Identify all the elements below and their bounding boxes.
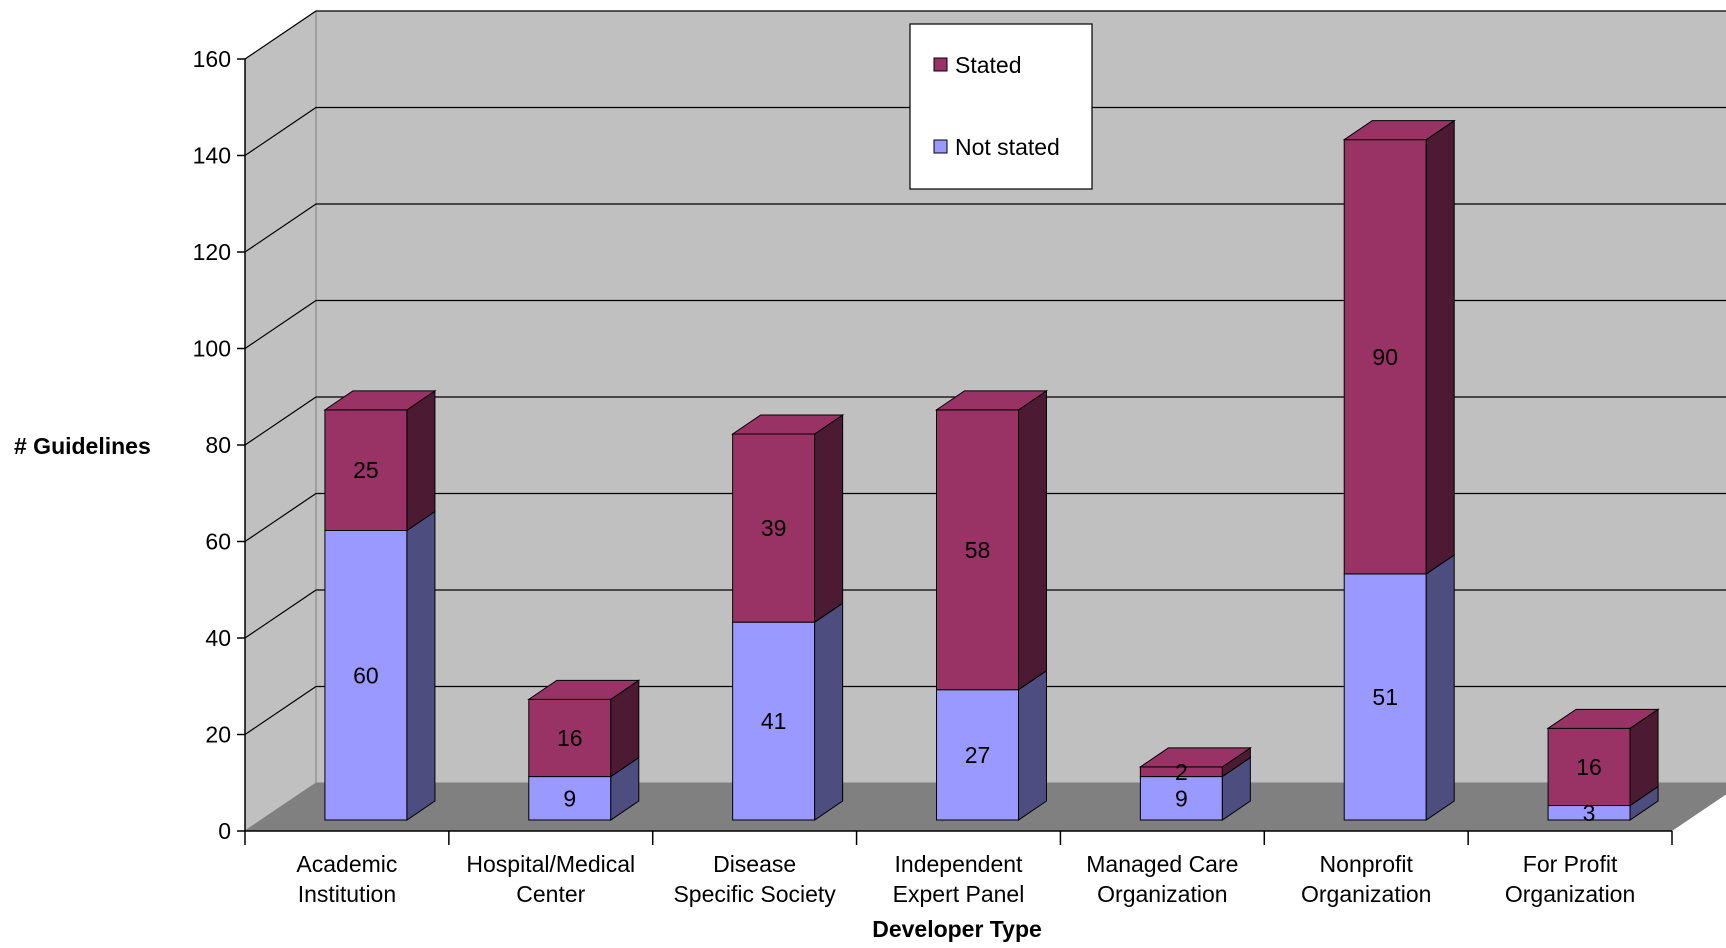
bar-disease-specific-society-stated bbox=[732, 433, 816, 623]
bar-hospital-medical-center-not-stated bbox=[528, 776, 612, 821]
gridline bbox=[244, 685, 1726, 735]
axes: 0 20 40 60 80 100 120 140 160 Academic Institution… bbox=[193, 46, 1673, 907]
gridline bbox=[244, 299, 1726, 349]
bar-top-for-profit-organization bbox=[1546, 708, 1660, 729]
legend-box bbox=[909, 23, 1093, 190]
gridline bbox=[244, 10, 1726, 60]
gridline bbox=[244, 492, 1726, 542]
category-label-nonprofit-organization: Organization bbox=[1301, 881, 1431, 907]
bar-managed-care-organization-not-stated bbox=[1139, 776, 1223, 821]
data-label-managed-care-organization-not-stated: 9 bbox=[1175, 785, 1188, 811]
bar-side-academic-institution-not-stated bbox=[406, 510, 436, 821]
legend-swatch-not-stated bbox=[933, 139, 948, 154]
bar-side-independent-expert-panel-stated bbox=[1018, 389, 1047, 691]
category-label-managed-care-organization: Managed Care bbox=[1086, 851, 1238, 877]
bar-side-nonprofit-organization-not-stated bbox=[1425, 553, 1455, 821]
y-tick-label: 40 bbox=[205, 625, 231, 651]
category-label-for-profit-organization: For Profit bbox=[1523, 851, 1618, 877]
bar-independent-expert-panel-not-stated bbox=[936, 689, 1019, 821]
data-label-for-profit-organization-not-stated: 3 bbox=[1583, 800, 1596, 826]
bar-top-hospital-medical-center bbox=[527, 679, 641, 700]
data-label-hospital-medical-center-not-stated: 9 bbox=[563, 785, 576, 811]
gridline bbox=[244, 396, 1726, 446]
gridline bbox=[244, 203, 1726, 253]
category-label-disease-specific-society: Specific Society bbox=[673, 881, 836, 907]
bar-for-profit-organization-stated bbox=[1547, 727, 1631, 807]
bar-hospital-medical-center-stated bbox=[528, 698, 612, 778]
bar-top-academic-institution bbox=[323, 390, 437, 411]
bar-top-nonprofit-organization bbox=[1342, 120, 1456, 141]
legend-label-stated: Stated bbox=[955, 52, 1022, 78]
bar-side-disease-specific-society-stated bbox=[814, 414, 844, 624]
data-label-independent-expert-panel-not-stated: 27 bbox=[965, 742, 991, 768]
bars bbox=[323, 119, 1660, 821]
gridline bbox=[244, 589, 1726, 639]
bar-top-managed-care-organization bbox=[1138, 747, 1252, 768]
data-label-disease-specific-society-not-stated: 41 bbox=[761, 708, 787, 734]
bar-side-nonprofit-organization-stated bbox=[1425, 119, 1455, 575]
category-label-for-profit-organization: Organization bbox=[1505, 881, 1635, 907]
category-label-independent-expert-panel: Independent bbox=[895, 851, 1024, 877]
legend-label-not-stated: Not stated bbox=[955, 134, 1060, 160]
data-label-academic-institution-not-stated: 60 bbox=[353, 662, 379, 688]
y-tick-label: 80 bbox=[205, 432, 231, 458]
data-label-for-profit-organization-stated: 16 bbox=[1576, 754, 1602, 780]
category-label-academic-institution: Academic bbox=[296, 851, 397, 877]
bar-nonprofit-organization-stated bbox=[1343, 139, 1427, 575]
bar-top-disease-specific-society bbox=[731, 414, 845, 435]
category-label-hospital-medical-center: Hospital/Medical bbox=[466, 851, 635, 877]
data-label-disease-specific-society-stated: 39 bbox=[761, 515, 787, 541]
bar-side-disease-specific-society-not-stated bbox=[814, 602, 844, 821]
y-tick-label: 120 bbox=[193, 239, 231, 265]
category-label-hospital-medical-center: Center bbox=[516, 881, 585, 907]
data-label-nonprofit-organization-stated: 90 bbox=[1372, 344, 1398, 370]
category-label-disease-specific-society: Disease bbox=[713, 851, 796, 877]
gridlines bbox=[244, 10, 1726, 735]
bar-top-independent-expert-panel bbox=[934, 390, 1049, 411]
gridline bbox=[244, 106, 1726, 156]
category-label-managed-care-organization: Organization bbox=[1097, 881, 1227, 907]
bar-nonprofit-organization-not-stated bbox=[1343, 573, 1427, 821]
category-label-nonprofit-organization: Nonprofit bbox=[1320, 851, 1414, 877]
legend-swatch-stated bbox=[933, 57, 948, 72]
y-tick-label: 160 bbox=[193, 46, 231, 72]
y-tick-label: 100 bbox=[193, 336, 231, 362]
category-label-independent-expert-panel: Expert Panel bbox=[893, 881, 1025, 907]
y-tick-label: 0 bbox=[218, 818, 231, 844]
y-tick-label: 140 bbox=[193, 143, 231, 169]
bar-academic-institution-not-stated bbox=[324, 530, 408, 821]
data-label-hospital-medical-center-stated: 16 bbox=[557, 725, 583, 751]
category-label-academic-institution: Institution bbox=[298, 881, 396, 907]
y-tick-label: 60 bbox=[205, 529, 231, 555]
data-label-academic-institution-stated: 25 bbox=[353, 457, 379, 483]
y-tick-label: 20 bbox=[205, 722, 231, 748]
x-axis-title: Developer Type bbox=[872, 916, 1042, 942]
bar-side-academic-institution-stated bbox=[406, 389, 436, 532]
data-label-managed-care-organization-stated: 2 bbox=[1175, 759, 1188, 785]
bar-side-independent-expert-panel-not-stated bbox=[1018, 669, 1047, 821]
y-axis-title: # Guidelines bbox=[14, 433, 151, 459]
data-label-independent-expert-panel-stated: 58 bbox=[965, 537, 991, 563]
legend: Stated Not stated bbox=[909, 23, 1093, 190]
bar-independent-expert-panel-stated bbox=[936, 409, 1019, 691]
data-label-nonprofit-organization-not-stated: 51 bbox=[1372, 684, 1398, 710]
